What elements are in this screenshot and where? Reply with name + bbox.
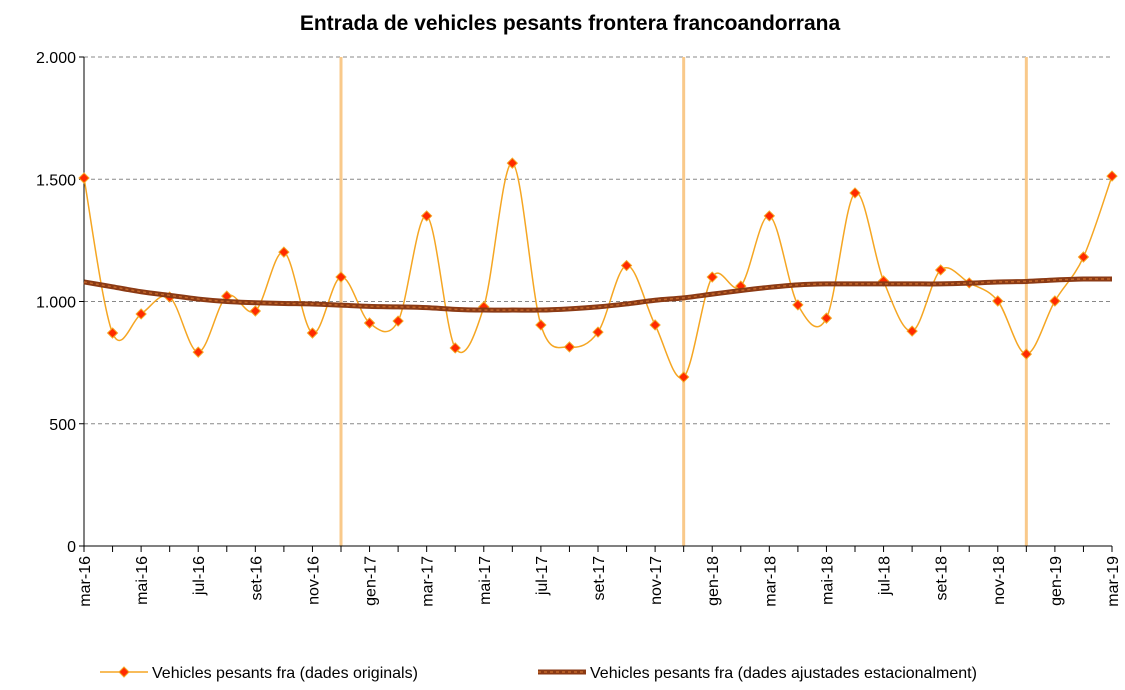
x-tick-label: mar-17 <box>420 556 437 607</box>
data-point <box>535 319 547 331</box>
data-point <box>449 342 461 354</box>
data-point <box>1049 295 1061 307</box>
x-tick-label: jul-17 <box>534 556 551 596</box>
data-point <box>1106 170 1118 182</box>
data-point <box>649 319 661 331</box>
data-point <box>135 308 147 320</box>
x-tick-label: mar-18 <box>762 556 779 607</box>
legend-label: Vehicles pesants fra (dades ajustades es… <box>590 665 977 682</box>
data-point <box>506 157 519 169</box>
x-tick-label: gen-19 <box>1048 556 1065 606</box>
x-tick-label: mar-16 <box>77 556 94 607</box>
x-tick-label: mai-17 <box>477 556 494 605</box>
x-tick-label: gen-18 <box>705 556 722 606</box>
data-point <box>1077 251 1090 263</box>
data-point <box>192 346 204 358</box>
data-point <box>763 210 776 222</box>
x-tick-label: gen-17 <box>363 556 380 606</box>
y-tick-label: 1.500 <box>36 172 76 189</box>
data-point <box>278 246 290 258</box>
y-tick-label: 500 <box>49 417 76 434</box>
data-point <box>906 325 918 337</box>
x-tick-label: mai-16 <box>134 556 151 605</box>
data-point <box>563 341 576 353</box>
x-tick-label: set-16 <box>248 556 265 601</box>
y-tick-label: 0 <box>67 539 76 556</box>
data-point <box>306 327 319 339</box>
y-tick-label: 2.000 <box>36 50 76 67</box>
data-point <box>1020 348 1033 360</box>
legend-label: Vehicles pesants fra (dades originals) <box>152 665 418 682</box>
data-point <box>992 295 1004 307</box>
series-line <box>83 162 1113 379</box>
x-tick-label: nov-16 <box>305 556 322 605</box>
data-point <box>677 371 690 383</box>
data-point <box>392 315 404 327</box>
data-point <box>934 264 947 276</box>
legend-marker <box>118 666 130 678</box>
y-tick-label: 1.000 <box>36 295 76 312</box>
data-point <box>849 187 861 199</box>
x-tick-label: jul-18 <box>877 556 894 596</box>
data-point <box>335 271 347 283</box>
series-line-pattern <box>83 278 1113 311</box>
data-point <box>106 327 119 339</box>
data-point <box>78 172 90 184</box>
x-tick-label: set-18 <box>934 556 951 601</box>
data-point <box>420 210 433 222</box>
data-point <box>620 259 633 272</box>
x-tick-label: nov-18 <box>991 556 1008 605</box>
x-tick-label: nov-17 <box>648 556 665 605</box>
x-tick-label: mar-19 <box>1105 556 1122 607</box>
chart-title: Entrada de vehicles pesants frontera fra… <box>300 12 841 35</box>
x-tick-label: mai-18 <box>819 556 836 605</box>
data-point <box>363 317 376 329</box>
data-point <box>706 271 718 283</box>
data-point <box>820 312 833 324</box>
data-point <box>249 305 262 317</box>
x-tick-label: set-17 <box>591 556 608 601</box>
data-point <box>792 299 804 311</box>
x-tick-label: jul-16 <box>191 556 208 596</box>
data-point <box>592 326 604 338</box>
